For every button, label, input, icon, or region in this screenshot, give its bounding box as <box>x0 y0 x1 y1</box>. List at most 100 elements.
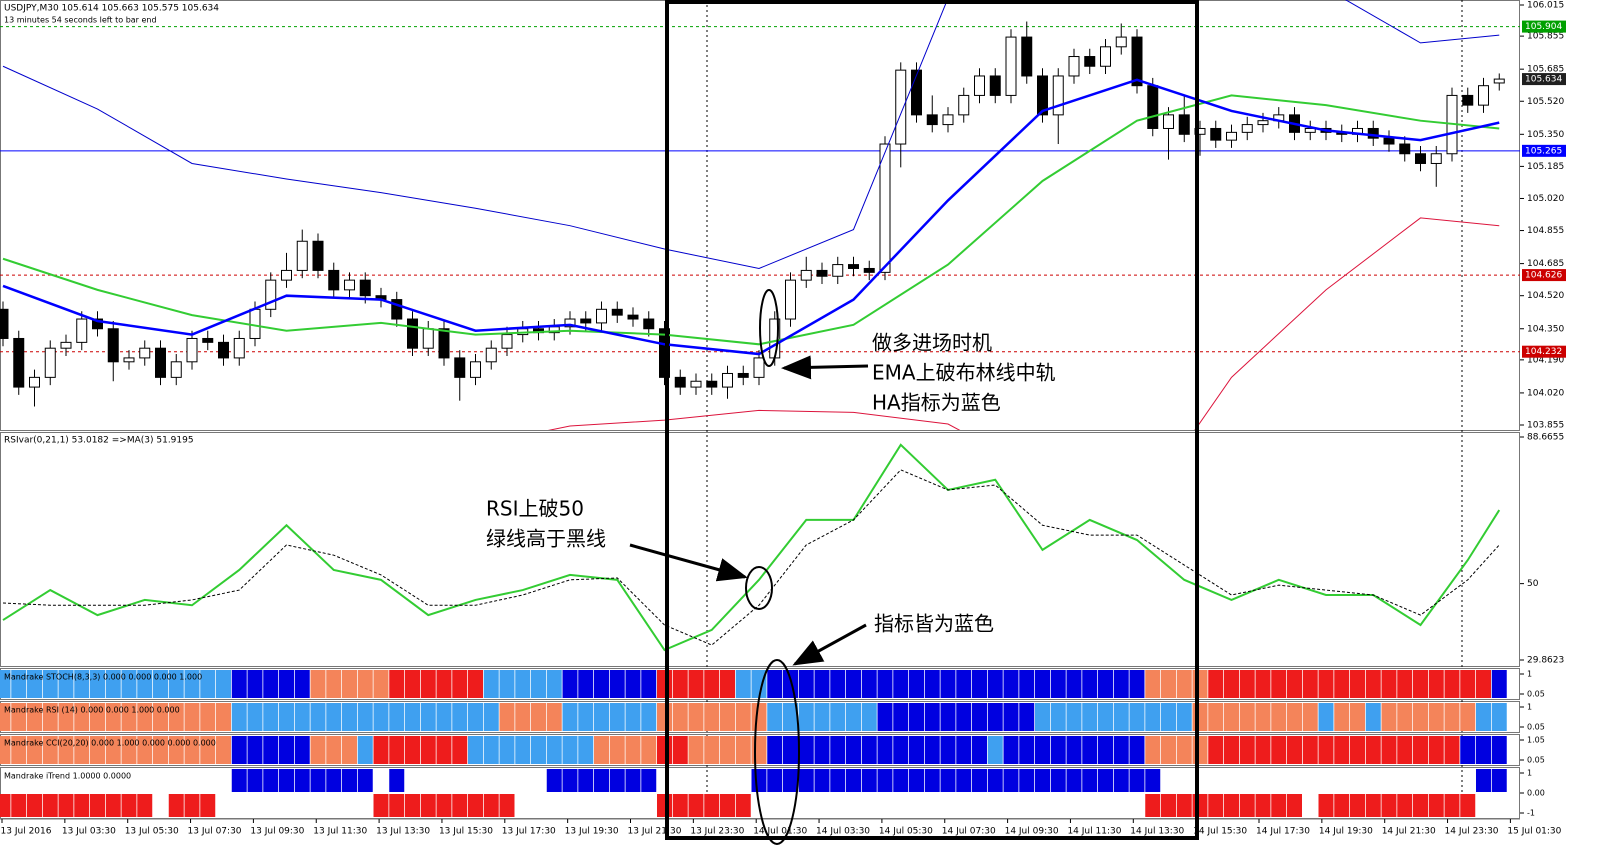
x-tick-label: 13 Jul 21:30 <box>628 827 682 837</box>
indicator-cell <box>294 703 310 731</box>
indicator-cell <box>153 670 168 698</box>
indicator-cell <box>562 670 578 698</box>
indicator-cell <box>1224 736 1239 764</box>
symbol-header: USDJPY,M30 105.614 105.663 105.575 105.6… <box>4 4 219 14</box>
indicator-cell <box>846 736 861 764</box>
indicator-label: Mandrake iTrend 1.0000 0.0000 <box>4 772 131 781</box>
indicator-cell <box>515 736 531 764</box>
candle-body <box>611 308 623 316</box>
indicator-cell <box>137 703 153 731</box>
indicator-cell <box>1476 703 1491 731</box>
indicator-cell <box>1066 670 1082 698</box>
indicator-cell <box>625 670 641 698</box>
indicator-cell <box>546 736 562 764</box>
indicator-cell <box>609 670 625 698</box>
candle-body <box>816 269 828 277</box>
indicator-cell <box>1066 769 1082 792</box>
arrow <box>781 355 869 380</box>
indicator-cell <box>1019 769 1035 792</box>
indicator-cell <box>200 794 216 817</box>
indicator-cell <box>1287 670 1302 698</box>
indicator-cell <box>1050 769 1066 792</box>
indicator-cell <box>1019 670 1035 698</box>
indicator-cell <box>1129 736 1145 764</box>
indicator-cell <box>310 736 326 764</box>
indicator-cell <box>987 670 1003 698</box>
indicator-cell <box>972 769 987 792</box>
x-tick-label: 14 Jul 11:30 <box>1067 827 1121 837</box>
indicator-cell <box>1050 736 1066 764</box>
indicator-cell <box>1381 670 1397 698</box>
y-tick-label: 103.855 <box>1527 421 1564 431</box>
indicator-cell <box>609 703 625 731</box>
candle-body <box>1493 78 1505 84</box>
indicator-cell <box>814 769 830 792</box>
indicator-cell <box>1287 703 1302 731</box>
indicator-cell <box>58 670 74 698</box>
indicator-cell <box>27 703 42 731</box>
indicator-cell <box>972 736 987 764</box>
candle-body <box>1241 124 1253 133</box>
indicator-cell <box>1003 769 1019 792</box>
indicator-cell <box>1176 703 1192 731</box>
indicator-cell <box>436 670 452 698</box>
indicator-cell <box>1208 670 1224 698</box>
indicator-cell <box>247 703 263 731</box>
candle-body <box>501 334 513 349</box>
indicator-cell <box>1019 736 1035 764</box>
indicator-cell <box>1082 736 1098 764</box>
indicator-cell <box>1397 670 1413 698</box>
x-tick-label: 14 Jul 07:30 <box>942 827 996 837</box>
indicator-cell <box>861 703 877 731</box>
indicator-cell <box>735 794 751 817</box>
indicator-cell <box>105 736 121 764</box>
y-tick-label: 0.05 <box>1527 690 1545 699</box>
indicator-cell <box>1066 703 1082 731</box>
indicator-cell <box>279 670 294 698</box>
indicator-cell <box>0 703 11 731</box>
candle-body <box>659 328 670 378</box>
candle-body <box>942 114 954 126</box>
indicator-cell <box>200 703 216 731</box>
indicator-cell <box>578 670 594 698</box>
indicator-cell <box>609 769 625 792</box>
indicator-cell <box>310 670 326 698</box>
candle-body <box>218 341 229 359</box>
indicator-cell <box>153 703 168 731</box>
indicator-cell <box>468 736 483 764</box>
indicator-cell <box>861 736 877 764</box>
indicator-cell <box>1113 703 1129 731</box>
indicator-cell <box>893 670 909 698</box>
indicator-cell <box>1444 794 1460 817</box>
candle-body <box>139 347 151 359</box>
indicator-label: Mandrake STOCH(8,3,3) 0.000 0.000 0.000 … <box>4 673 202 682</box>
indicator-cell <box>893 703 909 731</box>
indicator-cell <box>1035 736 1050 764</box>
indicator-cell <box>987 703 1003 731</box>
x-tick-label: 14 Jul 21:30 <box>1382 827 1436 837</box>
indicator-cell <box>90 794 105 817</box>
indicator-cell <box>231 769 247 792</box>
indicator-cell <box>121 736 137 764</box>
indicator-cell <box>1460 670 1476 698</box>
indicator-cell <box>924 670 940 698</box>
indicator-cell <box>1066 736 1082 764</box>
indicator-cell <box>1413 736 1428 764</box>
indicator-cell <box>1350 703 1365 731</box>
indicator-cell <box>1491 670 1507 698</box>
indicator-cell <box>499 736 515 764</box>
candle-body <box>785 279 796 320</box>
indicator-cell <box>184 703 200 731</box>
indicator-cell <box>1145 703 1161 731</box>
indicator-cell <box>11 703 27 731</box>
x-tick-label: 13 Jul 19:30 <box>565 827 619 837</box>
indicator-cell <box>216 703 231 731</box>
indicator-cell <box>1082 670 1098 698</box>
candle-body <box>391 299 403 320</box>
ellipse <box>759 289 779 367</box>
indicator-cell <box>1208 794 1224 817</box>
indicator-cell <box>1302 670 1318 698</box>
indicator-cell <box>767 736 783 764</box>
indicator-cell <box>1176 736 1192 764</box>
indicator-cell <box>767 703 783 731</box>
